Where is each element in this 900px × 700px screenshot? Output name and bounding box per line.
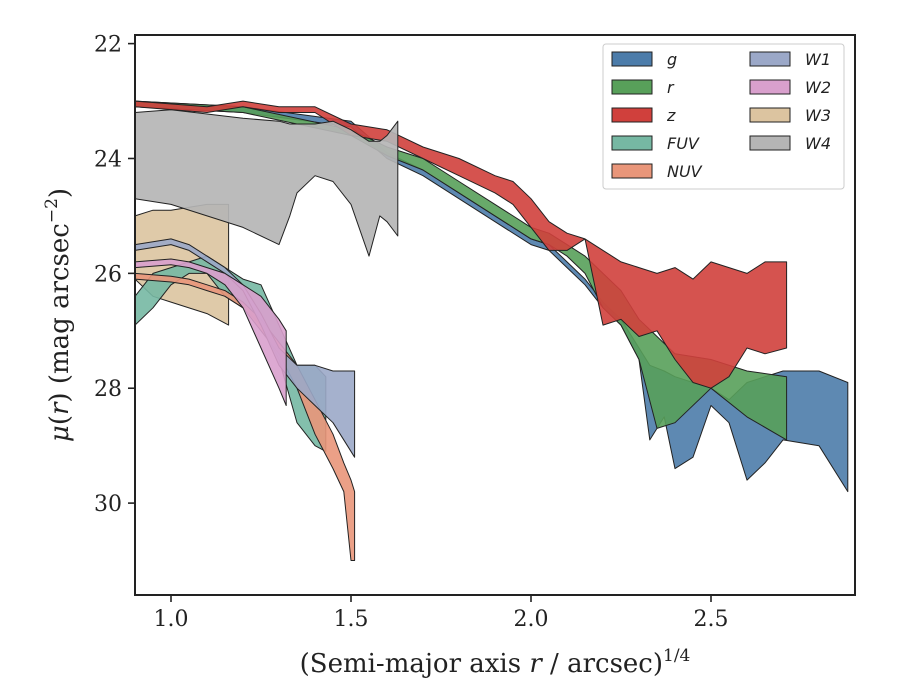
x-tick-label: 2.5: [694, 607, 729, 632]
legend-label-z: z: [666, 106, 676, 125]
legend-label-w4: W4: [805, 134, 831, 153]
legend-swatch-w2: [749, 79, 791, 95]
y-axis-label-var: r: [45, 401, 75, 415]
x-axis-label-sup: 1/4: [663, 646, 690, 666]
series-band-r: [134, 100, 788, 441]
y-axis-label-close: ): [45, 392, 75, 402]
y-axis-label-rest: (mag arcsec: [45, 223, 75, 392]
legend-swatch-w1: [749, 51, 791, 67]
legend-label-r: r: [667, 78, 675, 97]
y-tick-label: 30: [94, 492, 122, 517]
y-axis-label-open: (: [45, 415, 75, 425]
y-axis: 22 24 26 28 30: [94, 33, 135, 517]
y-axis-label-end: ): [45, 188, 75, 198]
x-tick-label: 1.5: [334, 607, 369, 632]
y-axis-label: μ(r) (mag arcsec−2): [42, 188, 75, 442]
legend-label-g: g: [667, 50, 677, 69]
legend-label-w1: W1: [805, 50, 831, 69]
legend-swatch-z: [611, 107, 653, 123]
legend-swatch-w4: [749, 135, 791, 151]
y-tick-label: 22: [94, 33, 122, 58]
x-tick-label: 1.0: [154, 607, 189, 632]
legend-label-nuv: NUV: [667, 162, 703, 181]
series-band-w1: [134, 238, 356, 458]
y-tick-label: 26: [94, 262, 122, 287]
legend-swatch-g: [611, 51, 653, 67]
x-axis-label-pre: (Semi-major axis: [300, 649, 530, 679]
series-band-z: [134, 100, 788, 389]
y-axis-label-sup: −2: [42, 198, 62, 223]
legend-swatch-w3: [749, 107, 791, 123]
series-layer: [134, 100, 849, 561]
legend-swatch-nuv: [611, 163, 653, 179]
legend-swatch-r: [611, 79, 653, 95]
y-axis-label-mu: μ: [45, 425, 75, 442]
legend-label-w2: W2: [805, 78, 831, 97]
plot-frame: [134, 34, 856, 596]
x-axis: 1.0 1.5 2.0 2.5: [154, 595, 729, 632]
x-axis-label-var: r: [529, 649, 543, 679]
y-tick-label: 24: [94, 147, 122, 172]
x-axis-label: (Semi-major axis r / arcsec)1/4: [300, 646, 691, 679]
series-band-w2: [134, 258, 287, 406]
legend-swatch-fuv: [611, 135, 653, 151]
x-tick-label: 2.0: [514, 607, 549, 632]
legend: grz FUV NUV W1 W2 W3 W4: [602, 43, 845, 190]
y-tick-label: 28: [94, 377, 122, 402]
legend-label-fuv: FUV: [667, 134, 700, 153]
series-band-nuv: [134, 272, 356, 561]
x-axis-label-mid: / arcsec): [542, 649, 663, 679]
series-band-w4: [134, 109, 399, 257]
legend-label-w3: W3: [805, 106, 831, 125]
